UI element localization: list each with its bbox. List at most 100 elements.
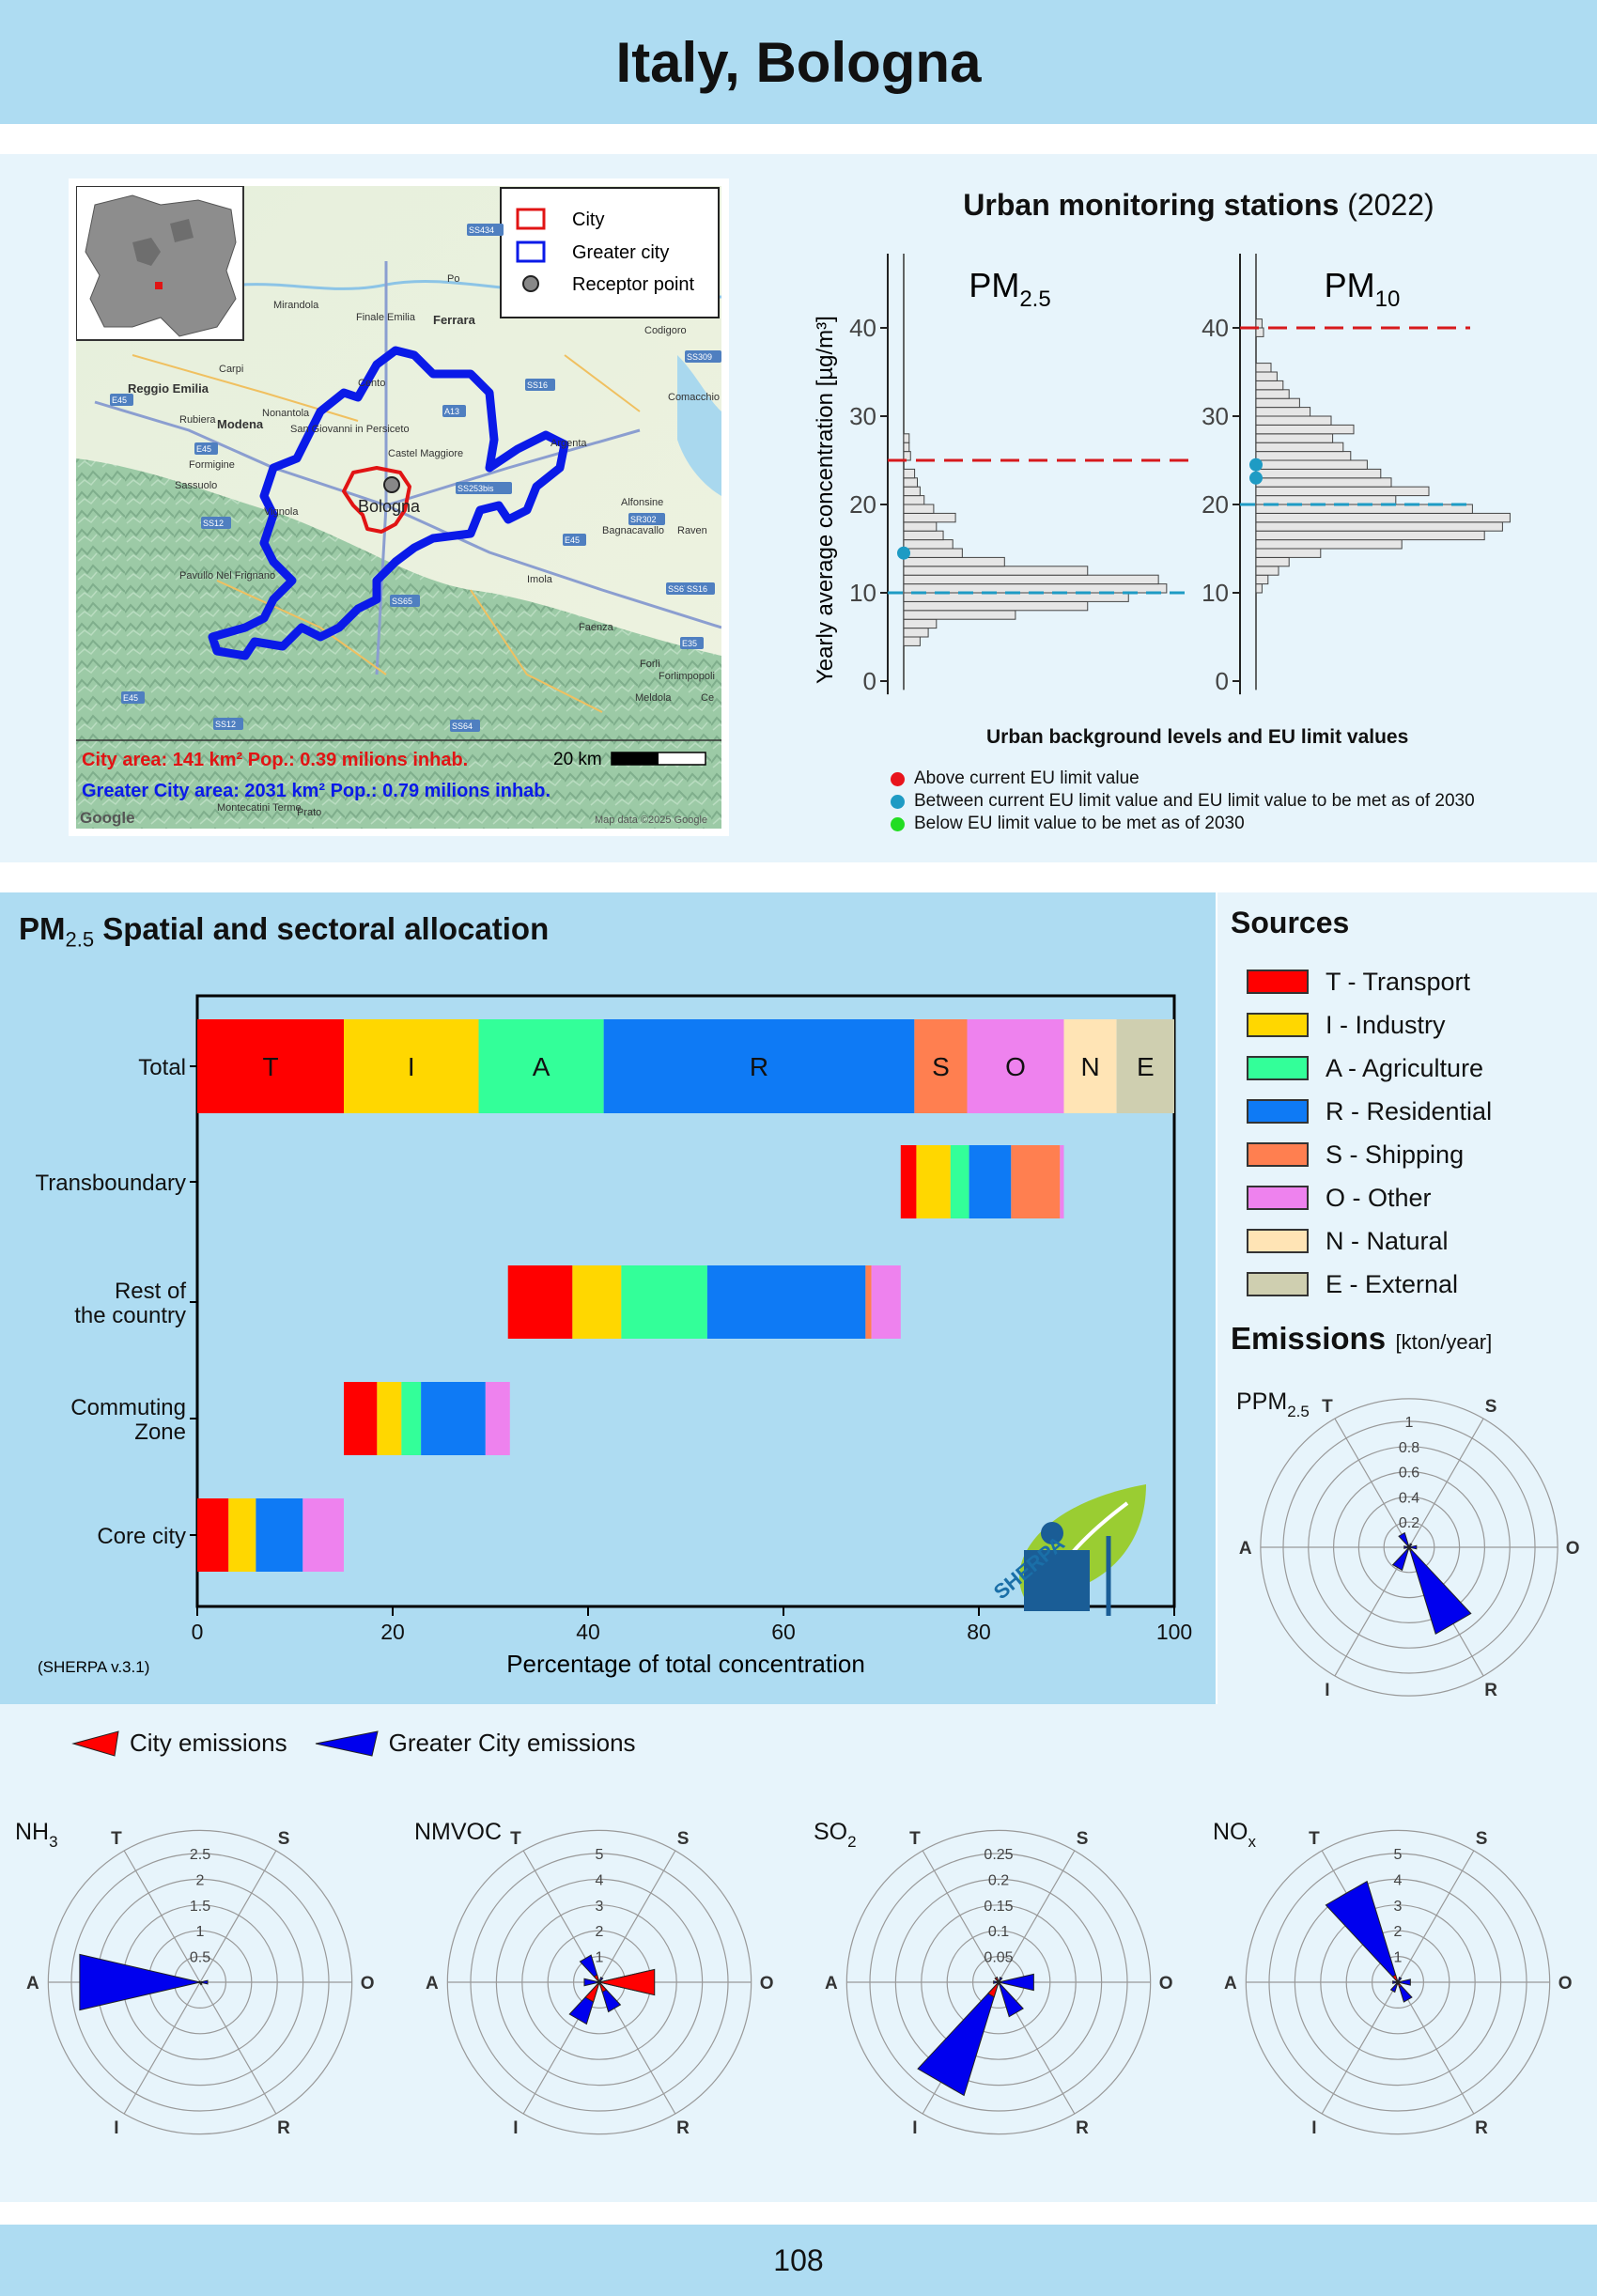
bar-3-A — [401, 1382, 422, 1455]
ppm25-ring-label-1: 0.4 — [1399, 1490, 1419, 1506]
nox-greater-T — [1325, 1880, 1399, 1983]
nox-ring-label-3: 4 — [1394, 1872, 1403, 1888]
category-label-1-0: Transboundary — [35, 1171, 186, 1196]
map-road-label-14: SR302 — [630, 515, 657, 524]
pm25-hist-bin-18 — [903, 477, 918, 488]
map-road-badge-10 — [680, 637, 704, 649]
ppm25-greater-S — [1408, 1543, 1413, 1548]
bar-0-N — [1063, 1019, 1117, 1113]
nmvoc-ring-label-0: 1 — [596, 1950, 604, 1966]
pm10-hist-bin-24 — [1255, 371, 1278, 381]
pm10-hist-bin-11 — [1255, 486, 1430, 497]
bar-total-label-R: R — [750, 1052, 768, 1081]
nh3-title-sub: 3 — [49, 1833, 57, 1851]
so2-title: SO2 — [814, 1819, 857, 1851]
city-boundary — [342, 466, 411, 534]
nh3-greater-O — [199, 1979, 209, 1985]
ppm25-ring-label-3: 0.8 — [1399, 1440, 1419, 1456]
so2-ring-label-0: 0.05 — [984, 1950, 1013, 1966]
ppm25-sector-R: R — [1484, 1681, 1497, 1700]
pm10-hist-bin-14 — [1255, 459, 1368, 470]
source-swatch-O — [1247, 1186, 1309, 1210]
map-road-badge-0 — [467, 224, 504, 236]
legend-below: Below EU limit value to be met as of 203… — [891, 813, 1475, 835]
pm10-hist-bin-0 — [1255, 583, 1263, 594]
pm25-hist-bin-15 — [903, 504, 935, 514]
ppm25-spoke-T — [1334, 1418, 1410, 1548]
hist-ylabel: Yearly average concentration [µg/m³] — [813, 316, 838, 684]
nmvoc-city-O — [598, 1968, 656, 1996]
so2-title-sub: 2 — [847, 1833, 856, 1851]
bar-3-R — [421, 1382, 486, 1455]
pm25-hist-bin-21 — [903, 442, 910, 453]
pm10-hist-bin-16 — [1255, 442, 1344, 453]
ppm25-sector-S: S — [1485, 1397, 1497, 1417]
nmvoc-sector-I: I — [513, 2118, 518, 2138]
so2-spoke-T — [922, 1850, 1000, 1983]
nmvoc-sector-T: T — [510, 1829, 521, 1849]
pm25-histogram: 01020304050 — [849, 254, 1193, 695]
source-label-T: T - Transport — [1326, 967, 1471, 996]
ppm25-greater-A — [1403, 1545, 1410, 1549]
map-place-25: Montecatini Terme — [217, 802, 302, 814]
so2-outer-ring — [845, 1829, 1152, 2135]
map-road-label-0: SS434 — [469, 225, 494, 235]
pm25-hist-bin-3 — [903, 610, 1016, 620]
map-place-16: Comacchio — [668, 392, 720, 403]
map-road-label-2: SS16 — [527, 380, 548, 390]
nh3-spoke-R — [199, 1981, 277, 2115]
map-road-badge-3 — [442, 405, 466, 417]
map-place-3: Mirandola — [273, 300, 319, 311]
bar-total-label-E: E — [1137, 1052, 1155, 1081]
allocation-xlabel: Percentage of total concentration — [506, 1650, 865, 1678]
map-road-label-15: SS16 — [687, 584, 707, 594]
source-item-T: T - Transport — [1247, 960, 1492, 1003]
so2-sector-T: T — [909, 1829, 921, 1849]
x-tick-label-20: 20 — [380, 1620, 405, 1644]
pm25-hist-bin-17 — [903, 486, 921, 497]
bar-total-label-I: I — [408, 1052, 415, 1081]
legend-between-label: Between current EU limit value and EU li… — [914, 791, 1475, 811]
map-place-6: Cento — [358, 378, 385, 389]
pm25-hist-bin-1 — [903, 628, 929, 638]
so2-ring-label-3: 0.2 — [988, 1872, 1009, 1888]
pm25-hist-tick-label-20: 20 — [849, 490, 876, 519]
map-place-15: Meldola — [635, 692, 672, 704]
nmvoc-outer-ring — [446, 1829, 752, 2135]
nh3-ring-label-1: 1 — [196, 1924, 205, 1940]
bar-1-I — [916, 1145, 951, 1218]
category-label-2-0: Rest of — [115, 1279, 186, 1304]
ppm25-sector-I: I — [1325, 1681, 1329, 1700]
source-swatch-R — [1247, 1099, 1309, 1124]
nox-greater-S — [1397, 1977, 1403, 1983]
map-road-badge-14 — [628, 513, 665, 525]
nox-ring-label-2: 3 — [1394, 1899, 1403, 1915]
pm10-hist-bin-4 — [1255, 548, 1322, 558]
pm25-hist-bin-10 — [903, 548, 963, 558]
nmvoc-ring-label-1: 2 — [596, 1924, 604, 1940]
nh3-sector-R: R — [277, 2118, 290, 2138]
ppm25-sector-T: T — [1322, 1397, 1333, 1417]
map-road-label-10: E35 — [682, 639, 697, 648]
city-area-note: City area: 141 km² Pop.: 0.39 milions in… — [82, 750, 468, 770]
source-swatch-S — [1247, 1142, 1309, 1167]
map-place-17: Codigoro — [644, 325, 687, 336]
nh3-ring-label-0: 0.5 — [190, 1950, 210, 1966]
pm25-hist-bin-16 — [903, 495, 925, 505]
nh3-greater-A — [79, 1953, 201, 2011]
pm10-hist-bin-12 — [1255, 477, 1392, 488]
pm10-hist-station-1 — [1249, 471, 1263, 485]
nox-city-I — [1395, 1981, 1399, 1986]
nh3-title: NH3 — [15, 1819, 58, 1851]
stations-legend: Above current EU limit value Between cur… — [891, 768, 1475, 835]
page-number: 108 — [773, 2242, 824, 2277]
bar-4-T — [197, 1498, 229, 1572]
x-tick-label-40: 40 — [576, 1620, 600, 1644]
sherpa-version: (SHERPA v.3.1) — [38, 1658, 149, 1676]
so2-city-R — [998, 1981, 1001, 1986]
map-hills — [76, 458, 721, 829]
pm10-hist-bin-1 — [1255, 574, 1269, 585]
allocation-title: PM2.5 Spatial and sectoral allocation — [19, 911, 550, 952]
bar-3-O — [485, 1382, 510, 1455]
